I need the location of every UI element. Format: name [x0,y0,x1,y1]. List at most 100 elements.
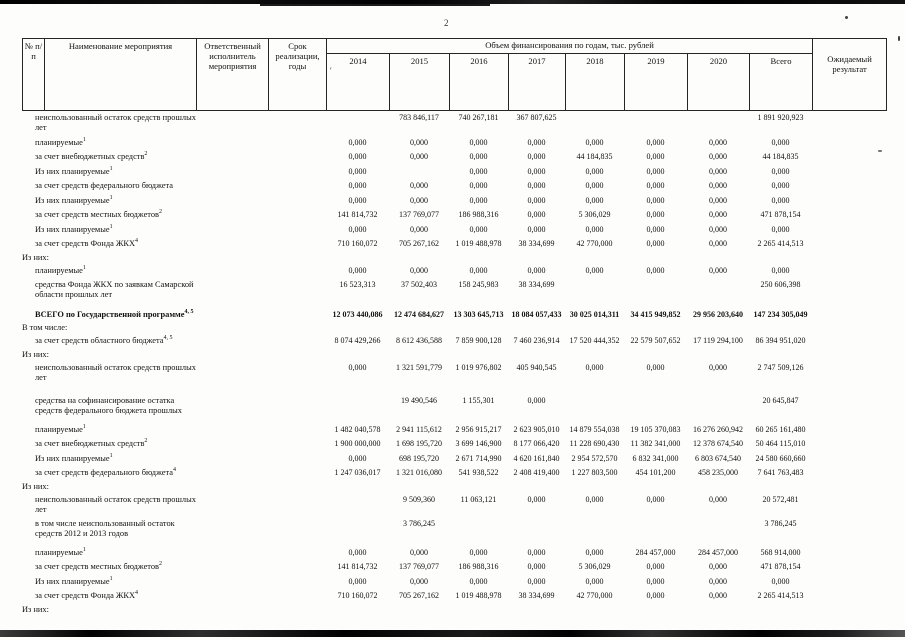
value-cell: 11 063,121 [460,494,497,504]
value-cell: 11 382 341,000 [630,439,681,448]
value-cell: 86 394 951,020 [755,336,806,345]
row-label-text: ВСЕГО по Государственной программе4, 5 [35,308,194,319]
value-cell: 0,000 [527,166,546,176]
value-cell [449,322,508,334]
value-cell: 50 464 115,010 [755,439,806,448]
scan-artifact-top [260,4,490,6]
value-cell [565,517,624,542]
row-label-text: Из них планируемые1 [35,165,113,176]
table-row: неиспользованный остаток средств прошлых… [22,493,886,518]
result-cell-empty [812,385,886,419]
value-cell: 7 859 900,128 [455,336,502,345]
value-cell: 24 580 660,660 [755,453,806,463]
table-row: средства на софинансирование остатка сре… [22,385,886,419]
financing-table-header: № п/п Наименование мероприятия Ответстве… [22,38,888,111]
value-cell: 0,000 [469,137,488,147]
row-label: Из них планируемые1 [22,575,326,590]
row-label-text: за счет средств областного бюджета4, 5 [35,335,173,345]
value-cell: 568 914,000 [760,547,801,557]
value-cell [749,481,812,493]
value-cell: 0,000 [771,181,790,190]
table-row: В том числе: [22,322,886,334]
value-cell: 1 247 036,017 [334,468,381,477]
value-cell: 0,000 [771,224,790,234]
row-label-text: планируемые1 [35,546,86,557]
row-label-text: Из них планируемые1 [35,452,113,463]
value-cell: 0,000 [709,195,727,205]
value-cell: 7 460 236,914 [513,336,560,345]
value-cell: 8 074 429,266 [334,336,381,345]
value-cell: 0,000 [646,166,665,176]
value-cell: 705 267,162 [399,239,439,248]
value-cell: 0,000 [410,152,428,161]
row-label: неиспользованный остаток средств прошлых… [22,361,326,386]
row-label: за счет средств Фонда ЖКХ4 [22,237,326,252]
value-cell: 12 378 674,540 [693,439,743,448]
value-cell: 0,000 [527,265,546,275]
value-cell: 0,000 [410,265,428,275]
footnote-reference: 2 [158,561,162,568]
value-cell: 7 641 763,483 [757,468,804,477]
column-header-name: Наименование мероприятия [44,38,197,111]
value-cell: 0,000 [709,137,727,147]
value-cell: 44 184,835 [576,152,613,161]
row-label-text: Из них: [22,481,49,491]
table-row: за счет средств федерального бюджета 0,00… [22,179,886,194]
value-cell: 2 747 509,126 [757,362,804,372]
table-row: Из них: [22,604,886,616]
value-cell: 0,000 [646,152,665,161]
year-column-header: Всего [748,53,814,111]
value-cell: 0,000 [585,494,604,504]
row-label: за счет средств федерального бюджета4 [22,466,326,481]
table-row: Из них: [22,252,886,264]
footnote-reference: 1 [109,194,113,201]
value-cell [624,481,687,493]
value-cell: 0,000 [348,224,367,234]
result-cell-empty [812,361,886,386]
row-label: Из них планируемые1 [22,452,326,467]
value-cell: 3 699 146,900 [455,439,502,448]
value-cell: 2 671 714,990 [455,453,502,463]
value-cell [624,604,687,616]
value-cell: 0,000 [527,576,546,586]
value-cell: 471 878,154 [760,210,801,219]
scan-artifact-top [0,0,905,4]
table-row: Из них: [22,481,886,493]
result-cell-empty [812,334,886,349]
value-cell: 0,000 [527,562,546,571]
table-row: Из них планируемые1 0,000 0,000 0,000 0,000 0… [22,575,886,590]
value-cell: 1 321 016,080 [396,468,442,477]
row-label: за счет средств Фонда ЖКХ4 [22,589,326,604]
result-cell-empty [812,136,886,151]
value-cell: 0,000 [771,166,790,176]
value-cell: 12 474 684,627 [394,309,444,319]
value-cell: 0,000 [527,195,546,205]
row-label-text: неиспользованный остаток средств прошлых… [35,113,196,132]
value-cell: 0,000 [585,181,604,190]
table-row: Из них планируемые1 0,000 0,000 0,000 0,000 0… [22,223,886,238]
value-cell: 17 520 444,352 [569,336,620,345]
table-row: за счет средств местных бюджетов2 141 814… [22,560,886,575]
value-cell: 0,000 [585,224,604,234]
row-label: средства Фонда ЖКХ по заявкам Самарской … [22,278,326,303]
value-cell: 147 234 305,049 [753,309,808,319]
value-cell: 38 334,699 [518,280,555,289]
value-cell: 0,000 [469,152,488,161]
result-cell-empty [812,466,886,481]
scan-speck [845,16,848,19]
year-column-header: 2017 [508,53,566,111]
year-column-header: 2020 [687,53,750,111]
value-cell: 16 523,313 [339,280,376,289]
row-label-text: планируемые1 [35,136,86,147]
value-cell: 16 276 260,942 [693,424,743,434]
value-cell: 3 786,245 [403,519,435,528]
row-label-text: Из них: [22,252,49,262]
value-cell: 5 306,029 [578,562,611,571]
value-cell: 0,000 [709,576,727,586]
value-cell: 471 878,154 [760,562,801,571]
value-cell: 38 334,699 [518,239,555,248]
value-cell [565,349,624,361]
table-row: за счет средств Фонда ЖКХ4 710 160,072 705… [22,589,886,604]
value-cell: 0,000 [646,265,665,275]
result-cell-empty [812,517,886,542]
